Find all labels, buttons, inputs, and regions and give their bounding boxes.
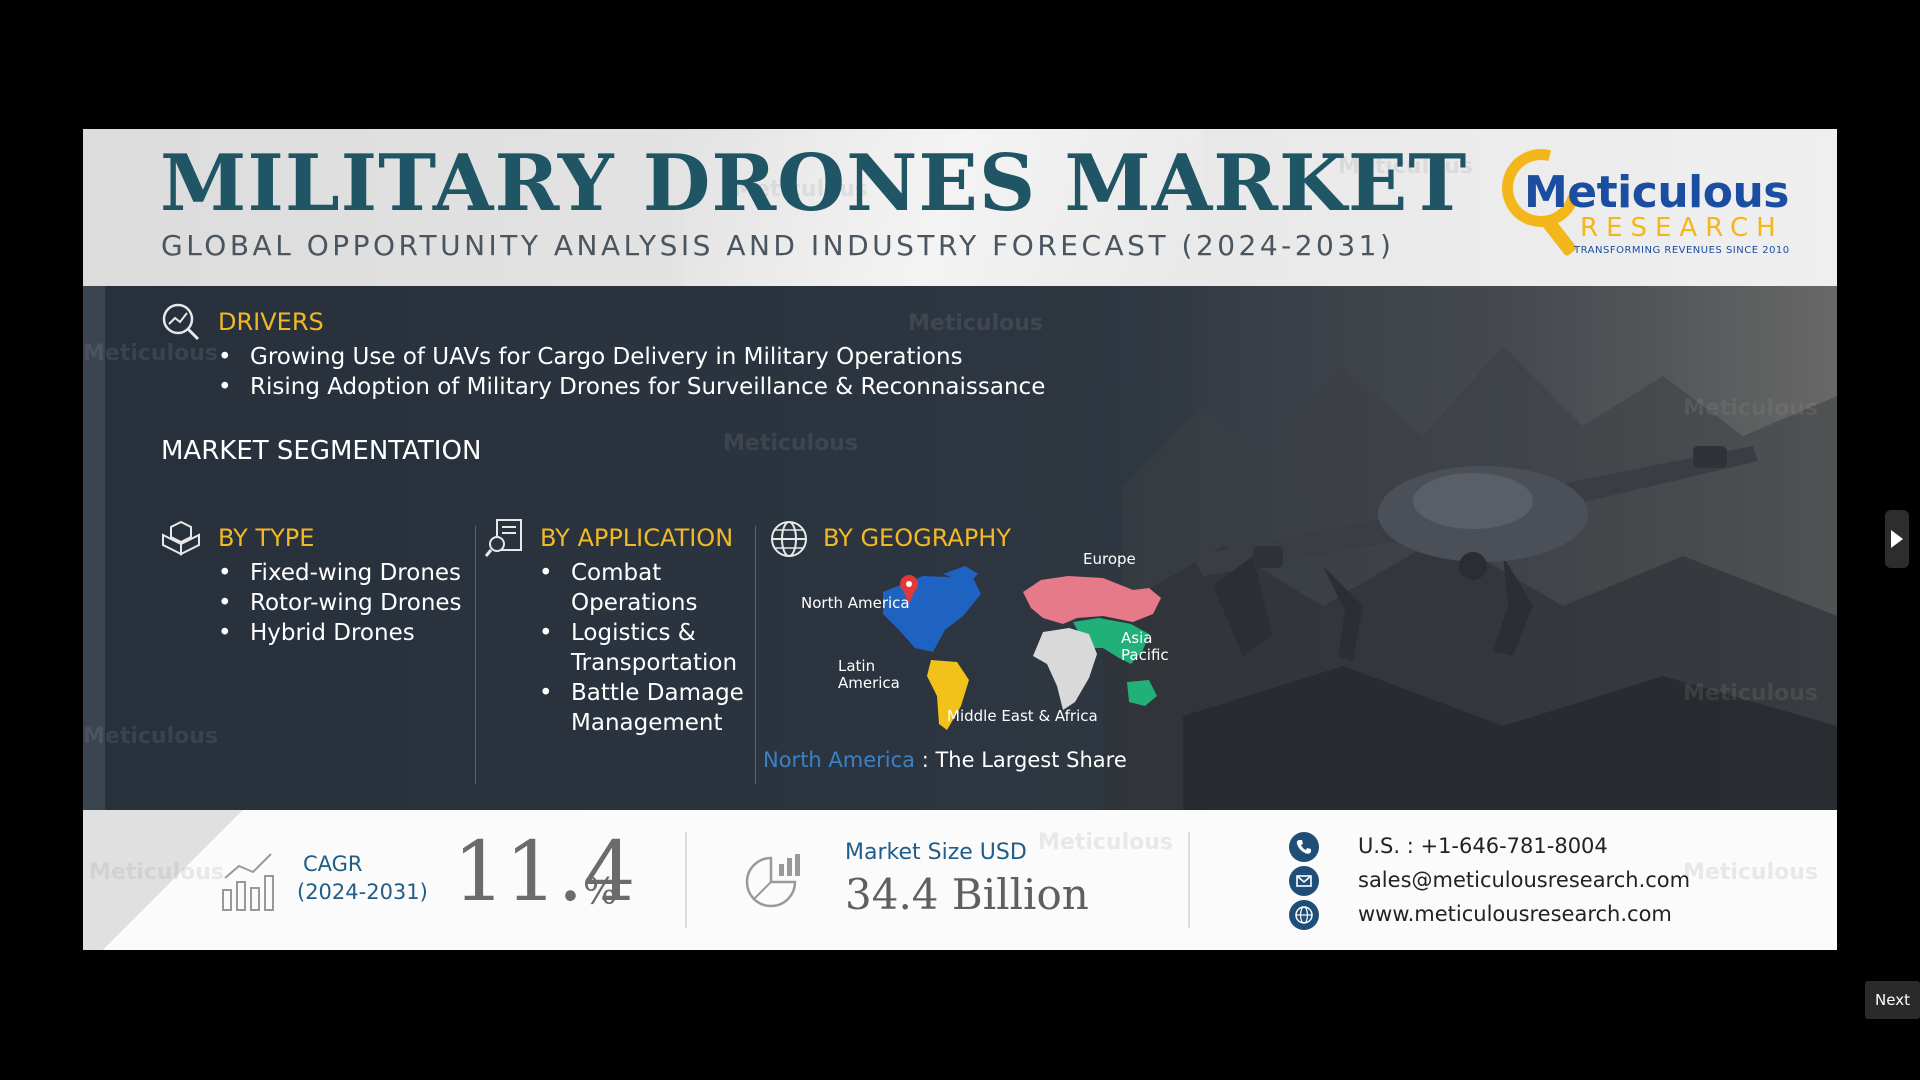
market-size-value: 34.4 Billion [845,870,1089,919]
world-map [883,566,1161,730]
document-search-icon [485,519,522,557]
email-link[interactable]: sales@meticulousresearch.com [1358,868,1691,892]
email-icon [1289,866,1319,896]
type-item: Rotor-wing Drones [218,588,462,618]
footer-band: Meticulous Meticulous Meticulous CAGR (2… [83,810,1837,950]
cagr-value: 11.4 [453,825,636,920]
website-globe-icon [1289,900,1319,930]
website-link[interactable]: www.meticulousresearch.com [1358,902,1672,926]
type-item: Fixed-wing Drones [218,558,462,588]
label-asia-pacific: Asia Pacific [1121,629,1169,664]
application-item: Combat Operations [539,558,769,618]
segmentation-heading: MARKET SEGMENTATION [161,436,482,466]
driver-item: Rising Adoption of Military Drones for S… [218,372,1045,402]
market-size-label: Market Size USD [845,840,1027,865]
by-type-list: Fixed-wing Drones Rotor-wing Drones Hybr… [218,558,462,648]
largest-share-note: North America : The Largest Share [763,748,1127,772]
largest-region: North America [763,748,916,772]
drivers-chart-icon [162,303,200,341]
label-latin-america: Latin America [838,657,900,692]
by-application-heading: BY APPLICATION [540,524,734,552]
cagr-label: CAGR (2024-2031) [297,852,428,904]
cubes-icon [162,520,200,556]
application-item: Battle Damage Management [539,678,769,738]
infographic-slide: Meticulous Meticulous MILITARY DRONES MA… [83,129,1837,950]
header-band: Meticulous Meticulous MILITARY DRONES MA… [83,129,1837,286]
type-item: Hybrid Drones [218,618,462,648]
label-middle-east-africa: Middle East & Africa [947,707,1098,725]
page-title: MILITARY DRONES MARKET [160,138,1468,229]
driver-item: Growing Use of UAVs for Cargo Delivery i… [218,342,1045,372]
drone-image [1193,446,1758,661]
phone-text[interactable]: U.S. : +1-646-781-8004 [1358,834,1608,858]
growth-chart-icon [222,853,274,911]
drivers-heading: DRIVERS [218,308,324,336]
label-north-america: North America [801,594,910,612]
content-area: Meticulous Meticulous Meticulous Meticul… [83,286,1837,810]
page-subtitle: GLOBAL OPPORTUNITY ANALYSIS AND INDUSTRY… [161,229,1395,262]
globe-icon [771,521,807,557]
pie-chart-icon [745,854,800,908]
by-geography-heading: BY GEOGRAPHY [823,524,1011,552]
phone-icon [1289,832,1319,862]
application-item: Logistics & Transportation [539,618,769,678]
by-application-list: Combat Operations Logistics & Transporta… [539,558,769,738]
next-slide-arrow[interactable] [1885,510,1909,568]
chevron-right-icon [1891,530,1903,548]
cagr-unit: % [583,872,618,913]
by-type-heading: BY TYPE [218,524,315,552]
meticulous-research-logo: Meticulous RESEARCH TRANSFORMING REVENUE… [1487,134,1798,264]
next-button[interactable]: Next [1865,981,1920,1019]
label-europe: Europe [1083,550,1136,568]
drivers-list: Growing Use of UAVs for Cargo Delivery i… [218,342,1045,402]
